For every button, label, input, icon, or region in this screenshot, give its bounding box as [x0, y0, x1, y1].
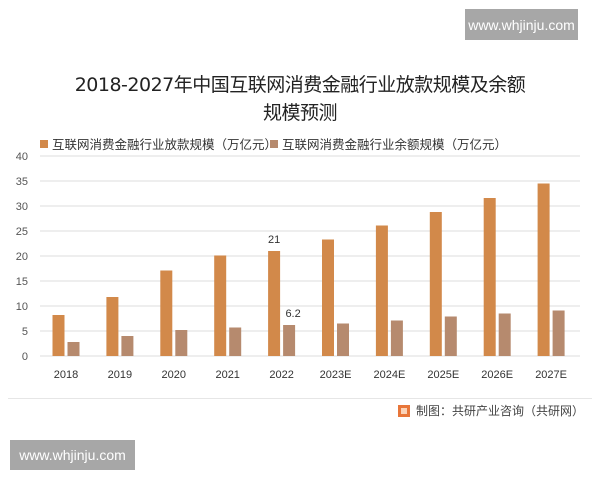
bar-loan [375, 225, 388, 356]
x-tick-label: 2027E [535, 369, 567, 381]
bar-balance [552, 310, 565, 356]
y-tick-label: 15 [16, 276, 28, 288]
bar-loan [160, 270, 173, 356]
y-tick-label: 10 [16, 301, 28, 313]
source-text: 制图：共研产业咨询（共研网） [416, 404, 585, 418]
bar-balance [175, 330, 188, 356]
data-label: 6.2 [285, 308, 300, 320]
bar-loan [429, 212, 442, 356]
bar-balance [444, 316, 457, 356]
x-tick-label: 2023E [320, 369, 352, 381]
bar-balance [121, 336, 134, 356]
bar-balance [337, 323, 349, 356]
x-tick-label: 2026E [481, 369, 513, 381]
bar-loan [106, 297, 119, 356]
bar-loan [52, 315, 65, 356]
publisher-logo-icon [398, 404, 410, 417]
x-tick-label: 2020 [162, 369, 186, 381]
legend-swatch-icon [40, 139, 48, 148]
bar-balance [498, 313, 511, 356]
y-tick-label: 20 [16, 251, 28, 263]
source-credit: 制图：共研产业咨询（共研网） [398, 402, 584, 419]
x-tick-label: 2021 [215, 369, 239, 381]
y-tick-label: 30 [16, 201, 28, 213]
bar-loan [322, 239, 334, 356]
y-tick-label: 35 [16, 176, 28, 188]
legend-label: 互联网消费金融行业余额规模（万亿元） [282, 137, 508, 152]
bar-chart: 0 5 10 15 20 25 30 35 40 2018 2019 2020 2021 2022 2023… [16, 151, 580, 381]
bar-balance [229, 327, 242, 356]
x-tick-label: 2018 [54, 369, 78, 381]
y-tick-label: 25 [16, 226, 28, 238]
footer-divider [8, 398, 592, 399]
data-label: 21 [268, 234, 280, 246]
x-tick-label: 2024E [373, 369, 405, 381]
legend-swatch-icon [270, 139, 278, 148]
x-tick-label: 2022 [269, 369, 293, 381]
chart-title-line2: 规模预测 [262, 102, 338, 124]
watermark-badge-top: www.whjinju.com [465, 9, 578, 40]
y-tick-label: 0 [22, 351, 28, 363]
bar-balance [67, 342, 80, 356]
legend-item-loan-volume: 互联网消费金融行业放款规模（万亿元） [40, 134, 277, 153]
legend-label: 互联网消费金融行业放款规模（万亿元） [52, 137, 278, 152]
watermark-badge-bottom: www.whjinju.com [10, 440, 135, 470]
bar-loan [268, 251, 281, 356]
bar-loan [214, 255, 227, 356]
bar-balance [390, 320, 403, 356]
bar-loan [537, 183, 550, 356]
bar-balance [283, 325, 296, 356]
y-tick-label: 40 [16, 151, 28, 163]
x-tick-label: 2019 [108, 369, 132, 381]
legend-item-balance: 互联网消费金融行业余额规模（万亿元） [270, 134, 507, 153]
chart-title-line1: 2018-2027年中国互联网消费金融行业放款规模及余额 [74, 74, 526, 96]
y-tick-label: 5 [22, 326, 28, 338]
bar-loan [483, 198, 496, 356]
x-tick-label: 2025E [427, 369, 459, 381]
